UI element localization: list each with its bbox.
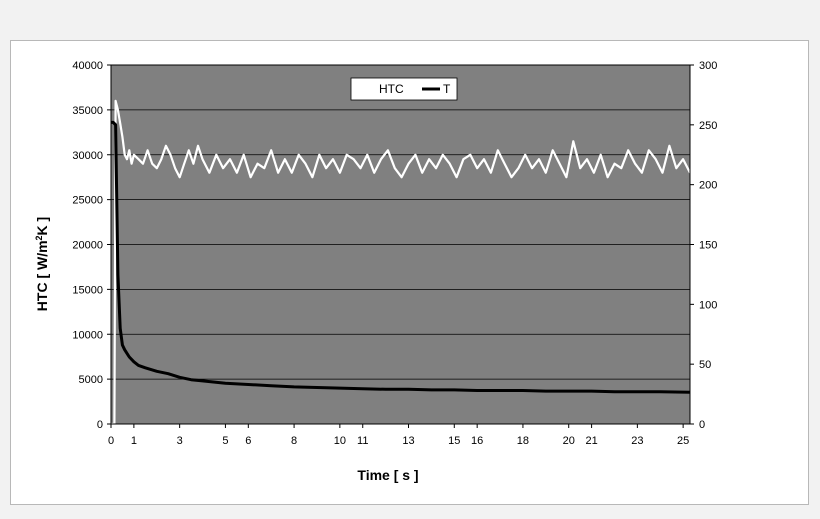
- y-tick-label-4: 20000: [72, 240, 103, 252]
- y-axis-title: HTC [ W/m2K ]: [34, 217, 50, 311]
- legend-label-t: T: [443, 82, 451, 96]
- series-layer: [111, 99, 691, 426]
- y2-tick-label-4: 200: [699, 180, 717, 192]
- series-line-t: [111, 120, 691, 394]
- x-tick-label-14: 23: [631, 435, 643, 447]
- chart-frame: 0 5000 10000 15000 20000 25000 30000 35000 40000…: [10, 40, 809, 505]
- y-tick-label-6: 30000: [72, 150, 103, 162]
- x-tick-label-15: 25: [677, 435, 689, 447]
- y2-tick-label-6: 300: [699, 60, 717, 72]
- y2-tick-label-0: 0: [699, 419, 705, 431]
- y2-axis-ticks: 0 50 100 150 200 250 300: [690, 60, 717, 431]
- y-tick-label-2: 10000: [72, 329, 103, 341]
- series-line-htc: [111, 99, 691, 426]
- y2-tick-label-5: 250: [699, 120, 717, 132]
- legend: HTC T: [350, 77, 458, 101]
- x-tick-label-9: 15: [448, 435, 460, 447]
- x-axis-ticks: 0 1 3 5 6 8 10 11 13 15 16 18 20 21 23 25: [108, 424, 689, 447]
- x-tick-label-6: 10: [334, 435, 346, 447]
- y-tick-label-5: 25000: [72, 195, 103, 207]
- x-tick-label-1: 1: [131, 435, 137, 447]
- x-tick-label-10: 16: [471, 435, 483, 447]
- x-tick-label-0: 0: [108, 435, 114, 447]
- y-axis-ticks: 0 5000 10000 15000 20000 25000 30000 35000 40000: [72, 60, 111, 431]
- x-tick-label-2: 3: [177, 435, 183, 447]
- x-tick-label-5: 8: [291, 435, 297, 447]
- y2-tick-label-1: 50: [699, 359, 711, 371]
- y2-tick-label-2: 100: [699, 299, 717, 311]
- y-tick-label-7: 35000: [72, 105, 103, 117]
- y2-tick-label-3: 150: [699, 240, 717, 252]
- chart: 0500010000150002000025000300003500040000…: [34, 60, 717, 483]
- x-tick-label-8: 13: [402, 435, 414, 447]
- x-tick-label-12: 20: [563, 435, 575, 447]
- y-tick-label-1: 5000: [79, 374, 103, 386]
- x-tick-label-7: 11: [357, 435, 368, 447]
- legend-label-htc: HTC: [379, 82, 404, 96]
- y-tick-label-0: 0: [97, 419, 103, 431]
- x-tick-label-13: 21: [585, 435, 597, 447]
- x-tick-label-4: 6: [245, 435, 251, 447]
- x-tick-label-11: 18: [517, 435, 529, 447]
- x-tick-label-3: 5: [222, 435, 228, 447]
- y-tick-label-8: 40000: [72, 60, 103, 72]
- legend-box: [350, 77, 458, 101]
- x-axis-title: Time [ s ]: [357, 467, 418, 483]
- y-tick-label-3: 15000: [72, 284, 103, 296]
